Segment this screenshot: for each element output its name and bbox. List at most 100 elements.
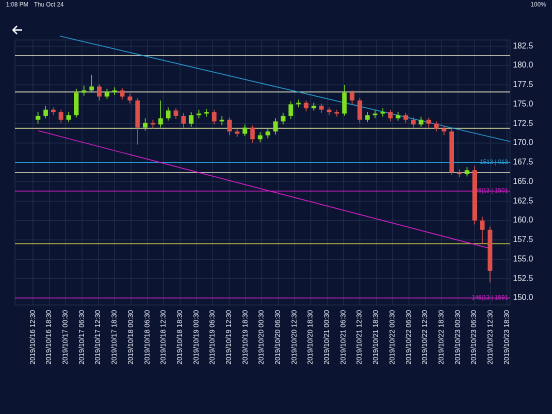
candle-body <box>81 90 87 93</box>
y-tick-label: 170.0 <box>513 138 534 147</box>
candle-body <box>265 131 271 136</box>
y-tick-label: 162.5 <box>513 196 534 205</box>
x-tick-label: 2019/10/21 00:30 <box>324 310 331 365</box>
candle <box>173 108 179 120</box>
back-arrow[interactable] <box>12 25 22 35</box>
x-tick-label: 2019/10/20 00:30 <box>259 310 266 365</box>
candle <box>319 103 324 113</box>
candle <box>96 84 102 101</box>
x-tick-label: 2019/10/19 18:30 <box>242 310 249 365</box>
x-tick-label: 2019/10/18 06:30 <box>144 310 151 365</box>
x-tick-label: 2019/10/17 12:30 <box>95 310 102 365</box>
candle <box>388 109 393 122</box>
candle <box>181 112 186 128</box>
candle-body <box>372 113 378 116</box>
candle <box>51 107 56 116</box>
candle <box>104 88 110 99</box>
candle <box>326 107 332 116</box>
candle-body <box>472 170 477 221</box>
y-tick-label: 155.0 <box>513 254 534 263</box>
candle-body <box>288 104 294 116</box>
candle <box>74 88 79 118</box>
candle <box>196 109 202 119</box>
candle-body <box>219 119 225 122</box>
candle-body <box>43 109 48 116</box>
x-tick-label: 2019/10/17 00:30 <box>63 310 70 365</box>
candle-body <box>457 172 462 175</box>
x-tick-label: 2019/10/17 18:30 <box>112 310 119 365</box>
x-tick-label: 2019/10/20 06:30 <box>275 310 282 365</box>
candle-body <box>135 100 140 128</box>
candle <box>296 99 301 108</box>
candle <box>158 100 163 128</box>
x-tick-label: 2019/10/22 00:30 <box>389 310 396 365</box>
candle-body <box>480 220 485 230</box>
candle <box>280 112 286 125</box>
y-tick-label: 180.0 <box>513 61 534 70</box>
candle-body <box>388 112 393 119</box>
candle-body <box>188 115 194 124</box>
y-tick-label: 152.5 <box>513 274 534 283</box>
y-tick-label: 177.5 <box>513 80 534 89</box>
candle-body <box>119 90 125 97</box>
candle <box>58 109 64 123</box>
candle <box>89 74 94 93</box>
candle-body <box>150 122 156 125</box>
candle-body <box>74 92 79 116</box>
candle <box>441 126 447 136</box>
x-tick-label: 2019/10/22 06:30 <box>406 310 413 365</box>
candle-body <box>426 119 432 124</box>
x-tick-label: 2019/10/22 18:30 <box>438 310 445 365</box>
candle-body <box>342 92 347 114</box>
status-date: Thu Oct 24 <box>34 3 64 9</box>
candle <box>188 112 194 127</box>
candle <box>119 88 125 100</box>
candle-body <box>96 86 102 97</box>
candle <box>457 169 462 178</box>
x-tick-label: 2019/10/19 06:30 <box>210 310 217 365</box>
candle <box>380 108 386 117</box>
y-tick-label: 182.5 <box>513 41 534 50</box>
candle <box>472 166 477 225</box>
x-tick-label: 2019/10/21 18:30 <box>373 310 380 365</box>
candle <box>142 118 148 131</box>
candle-body <box>411 119 416 125</box>
candle <box>464 167 470 177</box>
candle <box>395 112 401 121</box>
back-button[interactable] <box>12 25 22 35</box>
candle <box>411 117 416 128</box>
x-tick-label: 2019/10/18 12:30 <box>161 310 168 365</box>
x-tick-label: 2019/10/16 18:30 <box>46 310 53 365</box>
candle-body <box>165 110 171 119</box>
candle <box>127 93 133 104</box>
x-tick-label: 2019/10/19 12:30 <box>226 310 233 365</box>
candle-body <box>326 109 332 113</box>
candle-body <box>357 100 363 120</box>
candle-body <box>142 122 148 128</box>
candle <box>211 109 217 125</box>
candle-body <box>127 96 133 101</box>
candle <box>434 121 439 132</box>
candle-body <box>395 115 401 119</box>
candle <box>342 84 347 116</box>
candle <box>165 107 171 121</box>
x-tick-label: 2019/10/20 12:30 <box>291 310 298 365</box>
candle <box>357 98 363 123</box>
candle <box>150 119 156 129</box>
candle <box>234 128 240 137</box>
y-tick-label: 157.5 <box>513 235 534 244</box>
y-tick-label: 150.0 <box>513 293 534 302</box>
y-tick-label: 160.0 <box>513 216 534 225</box>
candle-body <box>380 112 386 114</box>
candle <box>403 112 409 123</box>
candle-body <box>365 115 370 120</box>
candle-body <box>173 110 179 116</box>
candle-body <box>89 86 94 91</box>
candle <box>43 105 48 119</box>
candle-body <box>319 105 324 110</box>
candle <box>66 112 71 123</box>
candle <box>242 124 248 137</box>
candle-body <box>227 119 232 132</box>
